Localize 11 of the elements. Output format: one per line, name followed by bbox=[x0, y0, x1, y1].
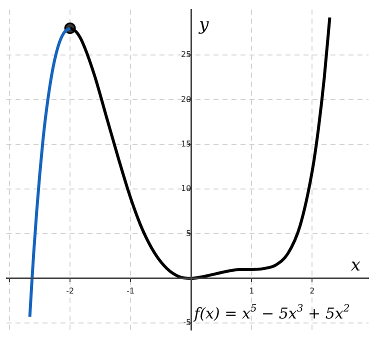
y-tick-label: 10 bbox=[180, 184, 192, 194]
y-tick-label: 15 bbox=[180, 139, 192, 148]
x-tick-label: 2 bbox=[310, 286, 315, 296]
y-tick-label: -5 bbox=[183, 318, 192, 328]
y-tick-label: 20 bbox=[180, 94, 192, 104]
x-tick-label: 1 bbox=[249, 286, 254, 296]
x-tick-label: -2 bbox=[66, 286, 74, 296]
y-tick-label: 25 bbox=[180, 50, 192, 60]
y-axis-title: y bbox=[198, 14, 210, 35]
x-axis-title: x bbox=[350, 255, 361, 276]
x-tick-label: -1 bbox=[126, 286, 135, 296]
